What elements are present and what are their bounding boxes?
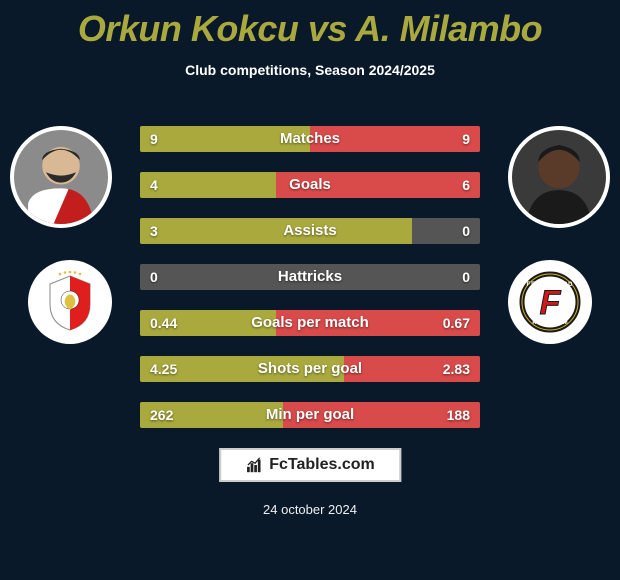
player-left-avatar	[10, 126, 112, 228]
stat-value-right: 6	[462, 172, 470, 198]
stat-label: Shots per goal	[140, 356, 480, 382]
stat-label: Goals per match	[140, 310, 480, 336]
stat-row-hattricks: 0 Hattricks 0	[140, 264, 480, 290]
stat-value-right: 2.83	[443, 356, 470, 382]
player-right-avatar	[508, 126, 610, 228]
svg-text:F: F	[540, 284, 562, 322]
club-left-badge	[28, 260, 112, 344]
stat-label: Min per goal	[140, 402, 480, 428]
page-title: Orkun Kokcu vs A. Milambo	[0, 0, 620, 50]
stat-row-mpg: 262 Min per goal 188	[140, 402, 480, 428]
stat-label: Assists	[140, 218, 480, 244]
club-right-badge: FEYENOORD ROTTERDAM F	[508, 260, 592, 344]
stat-row-gpm: 0.44 Goals per match 0.67	[140, 310, 480, 336]
stat-row-matches: 9 Matches 9	[140, 126, 480, 152]
stat-label: Matches	[140, 126, 480, 152]
brand-text: FcTables.com	[269, 456, 375, 474]
stat-row-spg: 4.25 Shots per goal 2.83	[140, 356, 480, 382]
stats-container: 9 Matches 9 4 Goals 6 3 Assists 0 0 Hatt…	[140, 126, 480, 448]
stat-value-right: 188	[447, 402, 470, 428]
generation-date: 24 october 2024	[0, 502, 620, 517]
stat-value-right: 0	[462, 264, 470, 290]
stat-label: Goals	[140, 172, 480, 198]
chart-icon	[245, 456, 263, 474]
stat-row-assists: 3 Assists 0	[140, 218, 480, 244]
stat-label: Hattricks	[140, 264, 480, 290]
stat-value-right: 9	[462, 126, 470, 152]
brand-badge: FcTables.com	[219, 448, 401, 482]
page-subtitle: Club competitions, Season 2024/2025	[0, 62, 620, 78]
stat-value-right: 0	[462, 218, 470, 244]
stat-value-right: 0.67	[443, 310, 470, 336]
stat-row-goals: 4 Goals 6	[140, 172, 480, 198]
